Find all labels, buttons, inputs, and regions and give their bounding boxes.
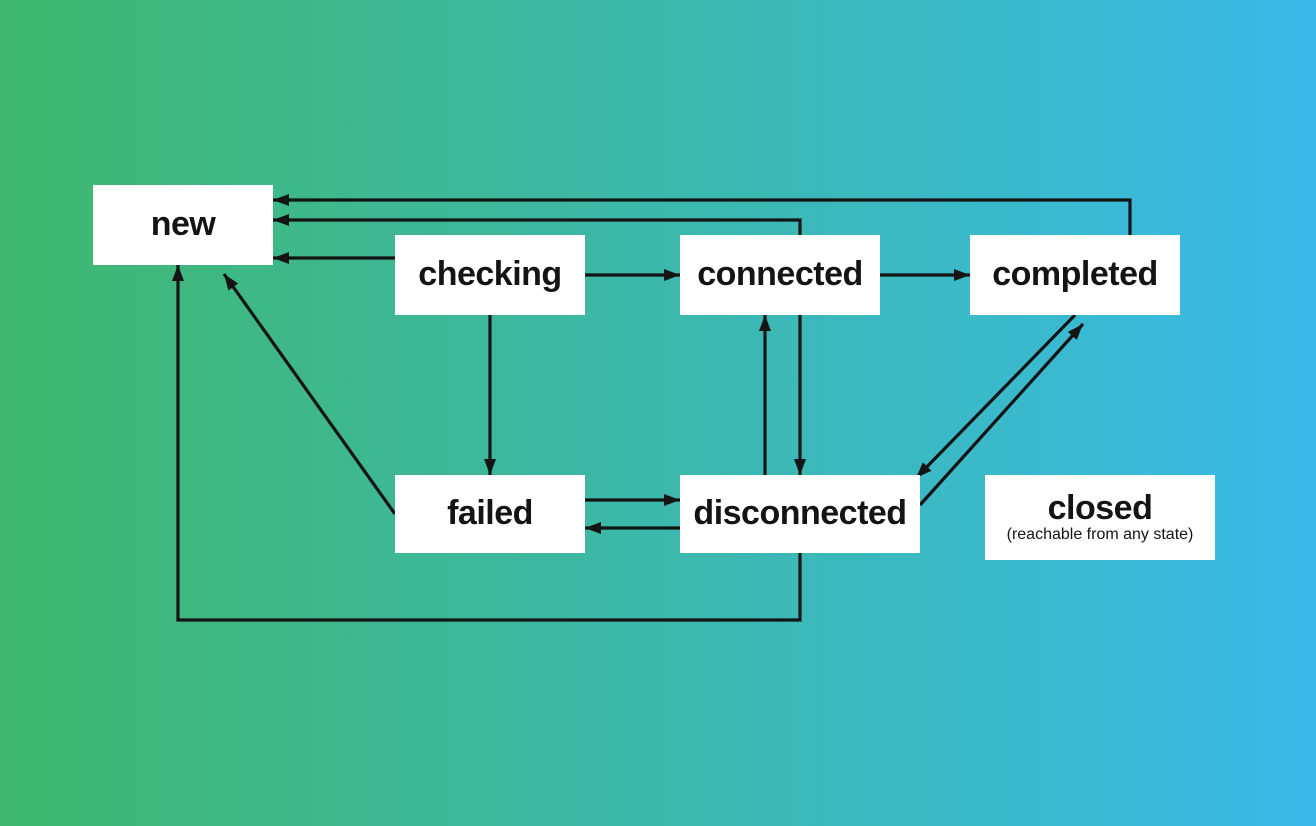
state-failed: failed xyxy=(395,475,585,553)
state-label: connected xyxy=(697,257,863,293)
state-checking: checking xyxy=(395,235,585,315)
arrowhead-icon xyxy=(664,269,680,281)
edge-disconnected-to-new xyxy=(178,265,800,620)
state-label: disconnected xyxy=(693,496,906,532)
edge-failed-to-new xyxy=(224,274,395,514)
state-connected: connected xyxy=(680,235,880,315)
arrowhead-icon xyxy=(1068,324,1083,340)
state-label: closed xyxy=(1048,491,1153,527)
state-disconnected: disconnected xyxy=(680,475,920,553)
arrowhead-icon xyxy=(954,269,970,281)
edge-connected-to-new xyxy=(273,220,800,235)
state-diagram: new checking connected completed failed disco… xyxy=(0,0,1316,826)
state-completed: completed xyxy=(970,235,1180,315)
state-label: completed xyxy=(992,257,1158,293)
state-label: checking xyxy=(418,257,561,293)
arrowhead-icon xyxy=(224,274,238,291)
state-label: new xyxy=(151,207,216,243)
arrowhead-icon xyxy=(273,214,289,226)
arrowhead-icon xyxy=(273,194,289,206)
edge-completed-to-new xyxy=(273,200,1130,235)
arrowhead-icon xyxy=(759,315,771,331)
arrowhead-icon xyxy=(664,494,680,506)
arrowhead-icon xyxy=(794,459,806,475)
arrowhead-icon xyxy=(172,265,184,281)
state-label: failed xyxy=(447,496,533,532)
edges-layer xyxy=(0,0,1316,826)
state-new: new xyxy=(93,185,273,265)
arrowhead-icon xyxy=(273,252,289,264)
edge-completed-to-disconnected xyxy=(916,315,1075,478)
arrowhead-icon xyxy=(585,522,601,534)
state-sublabel: (reachable from any state) xyxy=(1007,527,1194,544)
state-closed: closed(reachable from any state) xyxy=(985,475,1215,560)
arrowhead-icon xyxy=(484,459,496,475)
